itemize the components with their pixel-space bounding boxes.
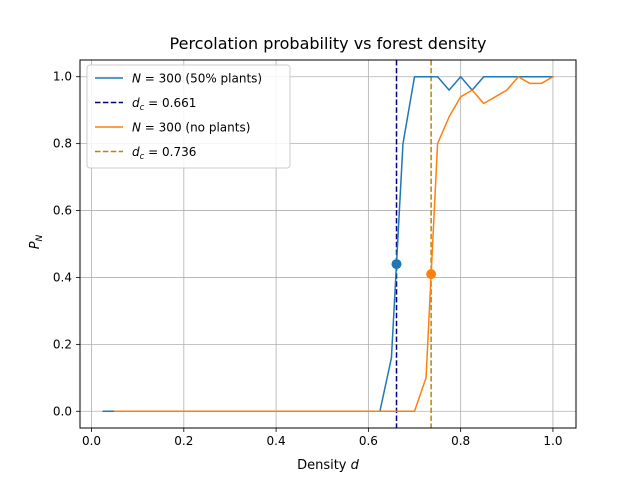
tick-layer: 0.0 0.2 0.4 0.6 0.8 1.0 0.0 0.2 0.4 0.6 0.8 1.0 (53, 70, 563, 448)
legend-label-2: N = 300 (no plants) (132, 121, 250, 135)
y-tick-label: 0.0 (53, 404, 72, 418)
y-tick-label: 1.0 (53, 70, 72, 84)
y-tick-label: 0.4 (53, 270, 72, 284)
critical-point-marker-1 (426, 269, 437, 280)
legend-label-text: = 0.661 (144, 96, 196, 110)
legend-label-0: N = 300 (50% plants) (132, 72, 262, 86)
threshold-lines-layer (395, 60, 432, 428)
legend-label-variable: d (132, 145, 140, 159)
y-axis-label-subscript: N (35, 234, 45, 241)
x-tick-label: 0.2 (174, 434, 193, 448)
y-axis-label-variable: P (28, 241, 43, 249)
series-layer (102, 75, 554, 413)
legend-label-text: = 300 (no plants) (141, 121, 250, 135)
legend-label-1: dc = 0.661 (132, 96, 196, 113)
legend-label-text: = 0.736 (144, 145, 196, 159)
x-axis-label-variable: d (351, 458, 360, 473)
x-axis-label-text: Density (297, 458, 351, 473)
x-tick-label: 0.4 (267, 434, 286, 448)
legend-label-subscript: c (140, 152, 145, 162)
x-tick-label: 0.0 (82, 434, 101, 448)
y-axis-label: PN (28, 234, 45, 249)
plot-frame (79, 59, 577, 429)
legend-label-subscript: c (140, 103, 145, 113)
x-tick-label: 0.6 (359, 434, 378, 448)
y-tick-label: 0.2 (53, 337, 72, 351)
critical-point-marker-0 (391, 259, 402, 270)
y-tick-label: 0.8 (53, 137, 72, 151)
y-tick-label: 0.6 (53, 204, 72, 218)
series-line-2 (113, 75, 554, 413)
legend-label-variable: d (132, 96, 140, 110)
x-tick-label: 0.8 (451, 434, 470, 448)
legend-label-variable: N (132, 121, 141, 135)
x-tick-label: 1.0 (543, 434, 562, 448)
legend-label-variable: N (132, 72, 141, 86)
legend-box (86, 64, 291, 169)
x-axis-label: Density d (297, 458, 360, 473)
legend-label-text: = 300 (50% plants) (141, 72, 262, 86)
marker-layer (391, 259, 437, 280)
legend-label-3: dc = 0.736 (132, 145, 196, 162)
chart-title: Percolation probability vs forest densit… (170, 34, 487, 53)
